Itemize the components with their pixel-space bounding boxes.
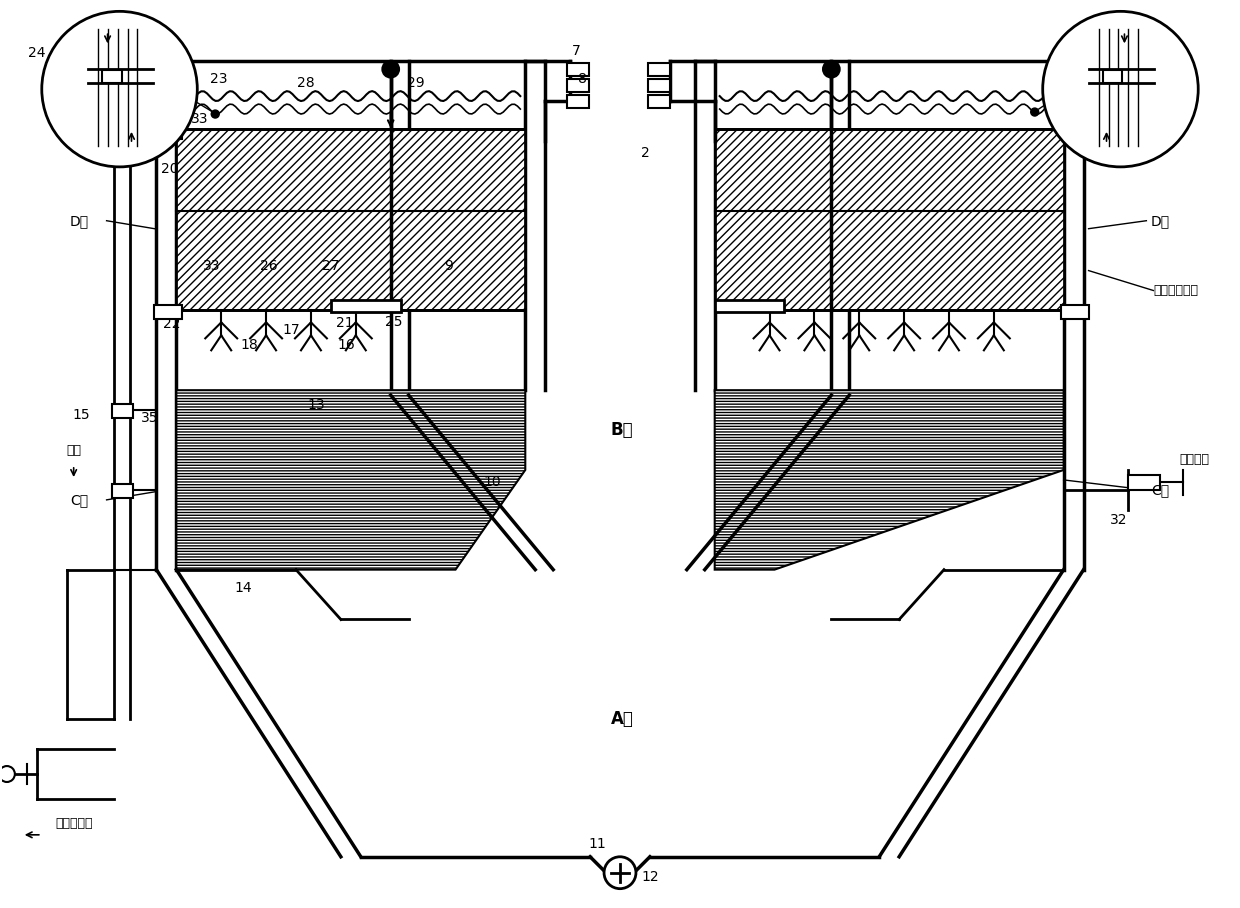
Text: 9: 9 xyxy=(444,259,453,272)
Text: 24: 24 xyxy=(29,46,46,60)
Text: 30: 30 xyxy=(161,106,179,120)
Text: C区: C区 xyxy=(1151,483,1169,497)
Bar xyxy=(112,484,134,498)
Text: 2: 2 xyxy=(641,146,650,160)
Bar xyxy=(155,125,182,139)
Bar xyxy=(714,301,785,312)
Bar xyxy=(112,404,134,418)
Text: D区: D区 xyxy=(71,213,89,228)
Circle shape xyxy=(383,61,399,77)
Bar xyxy=(567,79,589,92)
Text: 8: 8 xyxy=(578,72,587,86)
Circle shape xyxy=(604,857,636,889)
Text: 12: 12 xyxy=(641,870,658,883)
Bar xyxy=(331,301,401,312)
Bar xyxy=(1060,305,1089,320)
Bar xyxy=(1102,70,1122,84)
Text: 7: 7 xyxy=(572,44,580,58)
Text: 15: 15 xyxy=(73,408,91,422)
Text: 25: 25 xyxy=(384,315,403,330)
Text: 功能区划分线: 功能区划分线 xyxy=(1153,284,1199,297)
Text: 21: 21 xyxy=(336,316,353,331)
Bar xyxy=(649,79,670,92)
Bar xyxy=(102,70,122,84)
Text: 18: 18 xyxy=(241,339,258,352)
Text: C区: C区 xyxy=(71,493,89,507)
Text: 10: 10 xyxy=(484,475,501,489)
Text: 22: 22 xyxy=(162,318,180,331)
Text: 33: 33 xyxy=(191,112,208,126)
Circle shape xyxy=(211,110,219,118)
Circle shape xyxy=(1030,108,1039,116)
Text: 27: 27 xyxy=(322,259,340,272)
Text: 中部排泥: 中部排泥 xyxy=(1179,453,1209,467)
Bar xyxy=(649,95,670,108)
Circle shape xyxy=(823,61,839,77)
Text: B区: B区 xyxy=(610,421,634,439)
Text: 32: 32 xyxy=(1110,513,1127,527)
Text: 出水: 出水 xyxy=(66,443,81,457)
Bar xyxy=(1128,475,1161,490)
Text: 17: 17 xyxy=(283,323,300,338)
Polygon shape xyxy=(176,390,526,569)
Bar xyxy=(1060,125,1089,139)
Text: 35: 35 xyxy=(140,411,159,425)
Text: 20: 20 xyxy=(161,162,179,176)
Text: 33: 33 xyxy=(202,259,219,272)
Bar xyxy=(567,64,589,76)
Bar xyxy=(155,305,182,320)
Bar xyxy=(567,95,589,108)
Polygon shape xyxy=(714,390,1064,569)
Circle shape xyxy=(0,766,15,782)
Polygon shape xyxy=(714,129,1064,311)
Text: 16: 16 xyxy=(337,339,355,352)
Text: 14: 14 xyxy=(234,580,252,595)
Polygon shape xyxy=(176,129,526,311)
Text: 26: 26 xyxy=(260,259,278,272)
Text: 29: 29 xyxy=(407,76,424,90)
Text: 接至排水槽: 接至排水槽 xyxy=(55,817,93,830)
Circle shape xyxy=(42,12,197,167)
Text: 23: 23 xyxy=(211,72,228,86)
Text: D区: D区 xyxy=(1151,213,1169,228)
Text: A区: A区 xyxy=(610,710,634,728)
Text: 20: 20 xyxy=(43,92,61,106)
Text: 28: 28 xyxy=(298,76,315,90)
Text: 11: 11 xyxy=(588,837,606,851)
Text: 13: 13 xyxy=(308,398,325,412)
Bar xyxy=(649,64,670,76)
Circle shape xyxy=(1043,12,1198,167)
